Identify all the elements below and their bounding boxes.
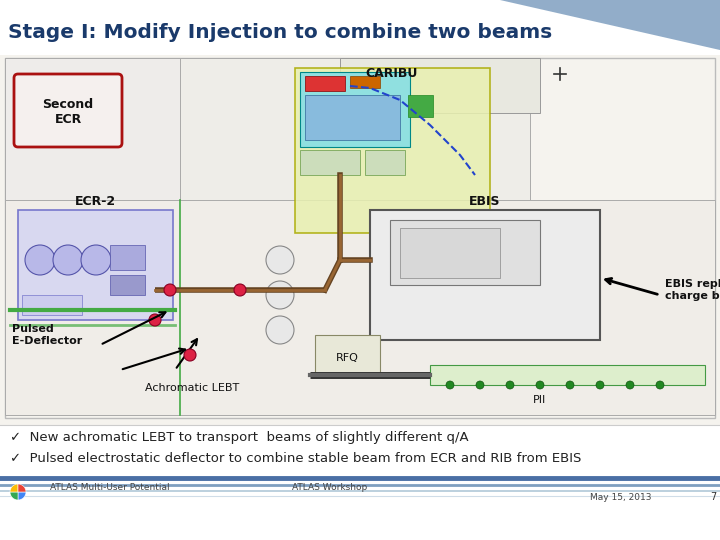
- Text: Stage I: Modify Injection to combine two beams: Stage I: Modify Injection to combine two…: [8, 23, 552, 42]
- Circle shape: [626, 381, 634, 389]
- Circle shape: [25, 245, 55, 275]
- Circle shape: [266, 316, 294, 344]
- Bar: [5, 58, 715, 418]
- Bar: [315, 335, 380, 375]
- Bar: [5, 58, 180, 203]
- Polygon shape: [500, 0, 720, 50]
- Text: 7: 7: [710, 492, 716, 502]
- Bar: [365, 150, 405, 175]
- Text: Second
ECR: Second ECR: [42, 98, 94, 126]
- Bar: [295, 68, 490, 233]
- Bar: [370, 210, 600, 340]
- FancyBboxPatch shape: [14, 74, 122, 147]
- Circle shape: [566, 381, 574, 389]
- Text: CARIBU: CARIBU: [366, 67, 418, 80]
- Text: ✓  New achromatic LEBT to transport  beams of slightly different q/A: ✓ New achromatic LEBT to transport beams…: [10, 431, 469, 444]
- Bar: [305, 95, 400, 140]
- Text: ECR-2: ECR-2: [74, 195, 116, 208]
- Bar: [18, 210, 173, 320]
- Bar: [180, 58, 530, 203]
- Bar: [110, 275, 145, 295]
- Circle shape: [164, 284, 176, 296]
- Text: PII: PII: [534, 395, 546, 405]
- Bar: [408, 95, 433, 117]
- Circle shape: [184, 349, 196, 361]
- Circle shape: [656, 381, 664, 389]
- Wedge shape: [10, 492, 18, 500]
- Text: May 15, 2013: May 15, 2013: [590, 492, 652, 502]
- Circle shape: [53, 245, 83, 275]
- Wedge shape: [18, 492, 26, 500]
- Text: ATLAS Multi-User Potential: ATLAS Multi-User Potential: [50, 483, 170, 492]
- Bar: [110, 245, 145, 270]
- Bar: [300, 150, 360, 175]
- Bar: [400, 228, 500, 278]
- Bar: [305, 76, 345, 91]
- Circle shape: [476, 381, 484, 389]
- Bar: [22, 295, 82, 315]
- Text: EBIS replacing ECR-1
charge breeder: EBIS replacing ECR-1 charge breeder: [665, 279, 720, 301]
- Bar: [430, 365, 705, 385]
- Bar: [340, 58, 540, 113]
- Bar: [350, 76, 380, 88]
- Circle shape: [149, 314, 161, 326]
- Wedge shape: [10, 484, 18, 492]
- Text: Pulsed
E-Deflector: Pulsed E-Deflector: [12, 324, 82, 346]
- Text: Achromatic LEBT: Achromatic LEBT: [145, 383, 239, 393]
- Bar: [5, 200, 715, 415]
- Circle shape: [266, 281, 294, 309]
- Circle shape: [81, 245, 111, 275]
- Circle shape: [596, 381, 604, 389]
- Circle shape: [506, 381, 514, 389]
- Text: RFQ: RFQ: [336, 353, 359, 363]
- Text: ATLAS Workshop: ATLAS Workshop: [292, 483, 368, 492]
- Text: EBIS: EBIS: [469, 195, 500, 208]
- Circle shape: [266, 246, 294, 274]
- Circle shape: [446, 381, 454, 389]
- Circle shape: [536, 381, 544, 389]
- Bar: [0, 55, 720, 425]
- Wedge shape: [18, 484, 26, 492]
- Bar: [300, 72, 410, 147]
- Bar: [390, 220, 540, 285]
- Text: ✓  Pulsed electrostatic deflector to combine stable beam from ECR and RIB from E: ✓ Pulsed electrostatic deflector to comb…: [10, 451, 581, 464]
- Circle shape: [234, 284, 246, 296]
